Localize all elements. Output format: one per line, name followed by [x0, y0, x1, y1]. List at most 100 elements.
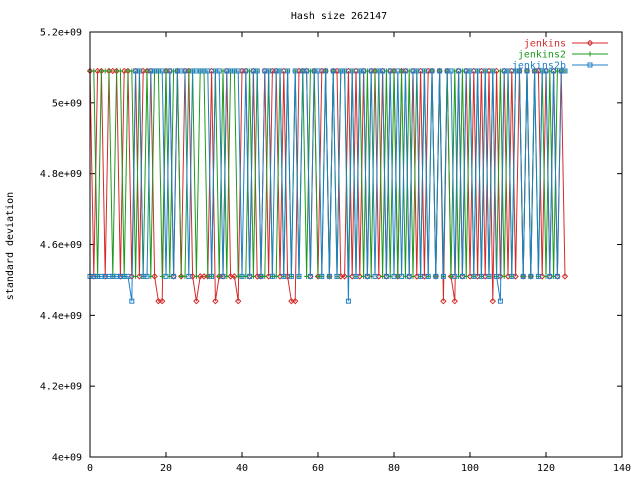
series-jenkins2-point: [133, 273, 139, 279]
series-jenkins2b-point: [281, 273, 287, 279]
series-jenkins2b-point: [467, 68, 473, 74]
x-tick-label: 40: [236, 463, 248, 474]
series-jenkins2-point: [117, 68, 123, 74]
series-jenkins2b-point: [372, 273, 378, 279]
series-jenkins2b-point: [266, 68, 272, 74]
series-jenkins2b-line: [90, 70, 565, 302]
series-jenkins2b-point: [186, 273, 192, 279]
series-jenkins-point: [231, 273, 238, 280]
plot-frame: [89, 31, 623, 458]
series-jenkins2b-point: [319, 273, 325, 279]
series-jenkins2b-point: [482, 68, 488, 74]
series-jenkins2b-point: [433, 273, 439, 279]
series-jenkins2b-point: [247, 273, 253, 279]
series-jenkins2-point: [501, 273, 507, 279]
plot-series: [86, 67, 569, 305]
series-jenkins2b-point: [418, 273, 424, 279]
series-jenkins2b-point: [399, 273, 405, 279]
x-tick-label: 140: [613, 463, 631, 474]
series-jenkins2b-point: [459, 273, 465, 279]
series-jenkins-point: [451, 297, 459, 305]
series-jenkins2b-point: [205, 68, 211, 74]
x-tick-label: 120: [537, 463, 555, 474]
legend-jenkins-point: [586, 39, 594, 47]
series-jenkins2b-point: [323, 68, 329, 74]
series-jenkins2b-point: [167, 68, 173, 74]
series-jenkins2b-point: [535, 273, 541, 279]
legend-label: jenkins2b: [512, 61, 566, 72]
series-jenkins2b-point: [494, 273, 500, 279]
series-jenkins2b-point: [509, 273, 515, 279]
series-jenkins2b-point: [258, 273, 264, 279]
series-jenkins-point: [234, 297, 242, 305]
series-jenkins2b-point: [269, 273, 275, 279]
y-tick-label: 5e+09: [52, 98, 82, 109]
series-jenkins2b-point: [315, 68, 321, 74]
y-axis-label: standard deviation: [5, 192, 16, 300]
legend-label: jenkins2: [518, 50, 566, 61]
y-tick-label: 4e+09: [52, 453, 82, 464]
series-jenkins2b: [87, 68, 568, 304]
series-jenkins2b-point: [391, 273, 397, 279]
series-jenkins2b-point: [478, 273, 484, 279]
series-jenkins2b-point: [406, 273, 412, 279]
series-jenkins2b-point: [136, 68, 142, 74]
series-jenkins2b-point: [364, 273, 370, 279]
series-jenkins-point: [193, 297, 200, 305]
series-jenkins2b-point: [342, 68, 348, 74]
series-jenkins2b-point: [562, 68, 568, 74]
legend-jenkins2-point: [587, 51, 593, 57]
series-jenkins-point: [341, 273, 348, 280]
series-jenkins-point: [212, 297, 219, 305]
series-jenkins2b-point: [437, 68, 443, 74]
series-jenkins2b-point: [182, 68, 188, 74]
series-jenkins2b-point: [243, 68, 249, 74]
series-jenkins2b-point: [254, 68, 260, 74]
series-jenkins2b-point: [330, 68, 336, 74]
series-jenkins2-point: [106, 68, 112, 74]
series-jenkins2b-point: [543, 68, 549, 74]
series-jenkins2b-point: [554, 273, 560, 279]
legend-jenkins2b-point: [587, 62, 593, 68]
series-jenkins2b-point: [471, 273, 477, 279]
series-jenkins2b-point: [475, 68, 481, 74]
series-jenkins2b-point: [414, 68, 420, 74]
series-jenkins2b-point: [220, 273, 226, 279]
series-jenkins2b-point: [307, 273, 313, 279]
chart-title: Hash size 262147: [291, 11, 387, 22]
series-jenkins2b-point: [353, 273, 359, 279]
series-jenkins-point: [561, 273, 569, 280]
series-jenkins2b-point: [452, 273, 458, 279]
series-jenkins2b-point: [402, 68, 408, 74]
series-jenkins2b-point: [345, 298, 351, 304]
series-jenkins2b-point: [547, 273, 553, 279]
series-jenkins2b-point: [125, 273, 131, 279]
x-tick-label: 20: [160, 463, 172, 474]
series-jenkins2b-point: [216, 68, 222, 74]
series-jenkins2b-point: [349, 68, 355, 74]
legend-label: jenkins: [524, 39, 566, 50]
series-jenkins2b-point: [209, 273, 215, 279]
series-jenkins2b-point: [524, 68, 530, 74]
series-jenkins2b-point: [326, 273, 332, 279]
x-tick-label: 0: [87, 463, 93, 474]
series-jenkins2b-point: [486, 273, 492, 279]
series-jenkins2b-point: [490, 68, 496, 74]
series-jenkins2b-point: [288, 273, 294, 279]
series-jenkins2b-point: [334, 273, 340, 279]
series-jenkins2b-point: [532, 68, 538, 74]
series-jenkins2b-point: [144, 273, 150, 279]
y-tick-label: 4.2e+09: [40, 382, 82, 393]
y-tick-label: 4.6e+09: [40, 240, 82, 251]
series-jenkins2b-point: [163, 273, 169, 279]
series-jenkins2b-point: [296, 273, 302, 279]
x-tick-label: 60: [312, 463, 324, 474]
series-jenkins-point: [291, 297, 299, 305]
series-jenkins2b-point: [505, 68, 511, 74]
series-jenkins2b-point: [292, 68, 298, 74]
axes: 0 20 40 60 80 100 120 140 4e+09 4.2e+09 4.4e+09 4.6…: [40, 28, 631, 475]
x-tick-label: 100: [461, 463, 479, 474]
series-jenkins2b-point: [456, 68, 462, 74]
series-jenkins2b-point: [129, 298, 135, 304]
